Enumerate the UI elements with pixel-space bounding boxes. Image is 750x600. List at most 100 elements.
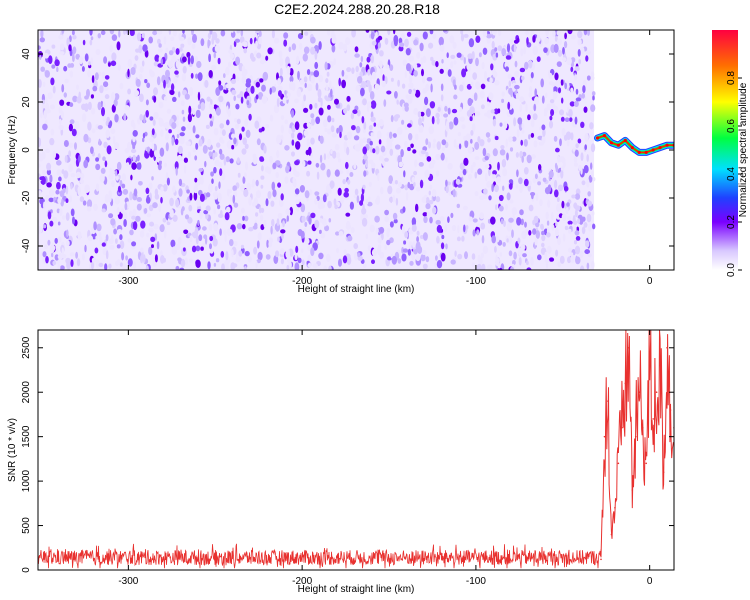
noise-blob [265,198,269,207]
noise-blob [545,92,548,99]
noise-blob [289,206,294,216]
noise-blob [213,262,217,267]
noise-blob [163,36,167,45]
noise-blob [57,197,62,204]
noise-blob [370,32,375,40]
noise-blob [209,243,212,250]
noise-blob [542,128,546,137]
noise-blob [524,221,527,228]
snr-point [648,364,651,367]
noise-blob [261,126,265,132]
noise-blob [397,79,400,87]
noise-blob [425,197,430,204]
noise-blob [110,128,116,135]
noise-blob [182,56,187,63]
colorbar-label: Normalized spectral amplitude [738,82,749,217]
noise-blob [436,224,443,233]
noise-blob [61,247,64,256]
noise-blob [218,80,222,86]
noise-blob [317,88,322,98]
noise-blob [132,154,136,162]
noise-blob [276,85,280,91]
noise-blob [71,128,77,137]
noise-blob [356,195,360,204]
noise-blob [175,59,180,69]
noise-blob [111,34,118,41]
noise-blob [301,259,305,266]
noise-blob [101,71,105,79]
noise-blob [246,182,251,192]
noise-blob [450,259,456,265]
noise-blob [412,63,418,69]
noise-blob [225,251,229,261]
noise-blob [170,83,175,92]
noise-blob [294,171,300,178]
noise-blob [330,88,333,98]
noise-blob [76,258,81,267]
noise-blob [461,235,465,242]
noise-blob [480,252,484,259]
noise-blob [406,31,412,37]
noise-blob [90,57,94,66]
noise-blob [40,30,44,39]
noise-blob [84,184,90,193]
noise-blob [404,231,409,239]
noise-blob [327,200,332,209]
noise-blob [137,154,140,162]
noise-blob [547,184,552,192]
noise-blob [208,183,213,193]
noise-blob [463,57,466,65]
noise-blob [481,263,486,270]
noise-blob [157,163,162,171]
noise-blob [139,247,144,253]
noise-blob [356,109,361,117]
noise-blob [368,181,372,187]
noise-blob [215,87,221,96]
noise-blob [346,131,353,140]
noise-blob [141,60,145,67]
noise-blob [145,187,150,194]
noise-blob [229,53,235,60]
noise-blob [123,113,127,121]
noise-blob [472,72,478,80]
noise-blob [242,223,246,230]
noise-blob [183,157,188,163]
noise-blob [194,55,198,63]
noise-blob [38,183,42,189]
noise-blob [476,229,480,236]
noise-blob [476,263,482,270]
noise-blob [469,99,474,104]
noise-blob [172,214,178,222]
noise-blob [468,38,475,48]
noise-blob [101,242,106,247]
noise-blob [270,225,273,235]
noise-blob [154,193,160,200]
noise-blob [389,131,393,139]
noise-blob [359,71,364,78]
noise-blob [138,162,142,170]
noise-blob [54,59,60,67]
noise-blob [42,224,47,229]
noise-blob [103,81,109,88]
noise-blob [314,219,320,229]
snr-point [655,391,658,394]
noise-blob [69,35,72,43]
noise-blob [51,252,54,258]
noise-blob [323,265,328,270]
noise-blob [369,140,373,146]
noise-blob [252,225,258,230]
noise-blob [421,249,427,255]
noise-blob [321,218,327,226]
noise-blob [548,170,554,179]
noise-blob [248,227,254,232]
noise-blob [425,203,431,210]
noise-blob [403,240,407,245]
noise-blob [339,131,342,139]
noise-blob [531,154,536,159]
noise-blob [491,183,494,192]
noise-blob [426,156,432,162]
noise-blob [77,231,82,240]
noise-blob [119,240,125,250]
noise-blob [241,126,245,132]
